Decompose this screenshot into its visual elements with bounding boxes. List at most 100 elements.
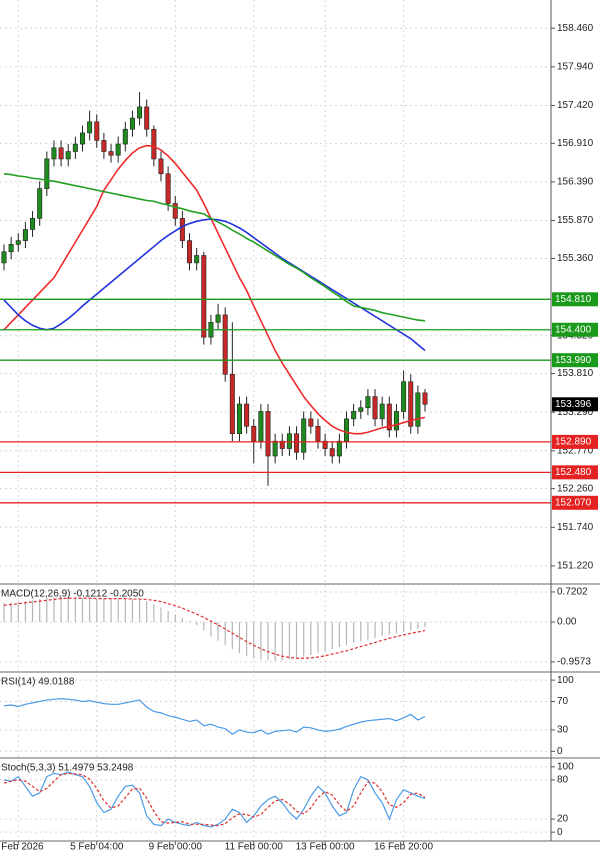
macd-bar bbox=[331, 621, 333, 650]
macd-bar bbox=[317, 621, 319, 653]
macd-bar bbox=[231, 621, 233, 650]
candle-body bbox=[336, 440, 342, 457]
level-label-box bbox=[552, 434, 598, 449]
moving-average-line bbox=[3, 144, 426, 435]
x-tick-label: 4 Feb 2026 bbox=[0, 842, 44, 853]
macd-bar bbox=[17, 601, 19, 622]
indicator-line bbox=[3, 698, 426, 735]
macd-bar bbox=[345, 621, 348, 645]
macd-bar bbox=[24, 601, 27, 622]
macd-bar bbox=[117, 598, 119, 622]
y-tick-label: 100 bbox=[557, 761, 574, 772]
level-label: 153.990 bbox=[555, 355, 592, 366]
candle-body bbox=[358, 407, 364, 412]
macd-bar bbox=[110, 598, 112, 622]
macd-bar bbox=[295, 621, 298, 659]
x-tick-label: 9 Feb 00:00 bbox=[149, 842, 203, 853]
candle-body bbox=[72, 143, 78, 152]
candle-body bbox=[65, 151, 71, 160]
candle-body bbox=[279, 440, 285, 449]
macd-bar bbox=[381, 621, 383, 637]
candle-body bbox=[51, 147, 57, 160]
candle-body bbox=[94, 121, 100, 141]
macd-bar bbox=[39, 599, 41, 622]
level-label-box bbox=[552, 495, 598, 510]
macd-bar bbox=[153, 604, 155, 622]
candle-body bbox=[236, 403, 242, 435]
level-label: 154.400 bbox=[555, 324, 592, 335]
x-tick-label: 16 Feb 20:00 bbox=[374, 842, 433, 853]
y-tick-label: 156.910 bbox=[557, 138, 594, 149]
macd-bar bbox=[160, 607, 162, 622]
candle-body bbox=[187, 240, 193, 264]
candle-body bbox=[179, 218, 185, 241]
macd-bar bbox=[367, 621, 369, 640]
macd-bar bbox=[60, 596, 62, 622]
macd-bar bbox=[395, 621, 398, 634]
macd-bar bbox=[174, 614, 176, 622]
macd-bar bbox=[96, 599, 98, 622]
candle-body bbox=[365, 396, 371, 409]
candle-body bbox=[258, 411, 264, 442]
macd-bar bbox=[267, 621, 269, 661]
macd-bar bbox=[238, 621, 241, 654]
moving-average-line bbox=[3, 172, 426, 322]
macd-bar bbox=[217, 621, 219, 641]
candle-body bbox=[401, 381, 407, 412]
candle-body bbox=[408, 381, 414, 427]
candle-body bbox=[1, 251, 7, 264]
level-label-box bbox=[552, 465, 598, 480]
candle-body bbox=[87, 121, 93, 134]
candle-body bbox=[272, 440, 278, 457]
macd-bar bbox=[196, 621, 198, 626]
macd-bar bbox=[360, 621, 362, 642]
y-tick-label: 156.390 bbox=[557, 177, 594, 188]
macd-bar bbox=[46, 597, 48, 622]
macd-bar bbox=[181, 617, 183, 622]
x-tick-label: 13 Feb 00:00 bbox=[296, 842, 355, 853]
candle-body bbox=[415, 392, 421, 427]
candle-body bbox=[265, 411, 271, 457]
candle-body bbox=[251, 425, 257, 442]
macd-bar bbox=[260, 621, 262, 660]
y-tick-label: 152.770 bbox=[557, 445, 594, 456]
candle-body bbox=[294, 433, 300, 453]
macd-bar bbox=[374, 621, 376, 638]
candle-body bbox=[322, 440, 328, 449]
macd-bar bbox=[3, 603, 5, 622]
candle-body bbox=[372, 396, 378, 420]
level-label-box bbox=[552, 353, 598, 368]
candle-body bbox=[158, 158, 164, 175]
macd-bar bbox=[246, 621, 248, 657]
candle-body bbox=[194, 255, 200, 264]
macd-bar bbox=[281, 621, 283, 661]
macd-bar bbox=[67, 597, 69, 622]
y-tick-label: 158.460 bbox=[557, 23, 594, 34]
macd-bar bbox=[203, 621, 205, 631]
x-tick-label: 5 Feb 04:00 bbox=[70, 842, 124, 853]
candle-body bbox=[286, 433, 292, 449]
panel-title: RSI(14) 49.0188 bbox=[1, 677, 75, 688]
level-label-box bbox=[552, 292, 598, 307]
y-tick-label: 157.940 bbox=[557, 61, 594, 72]
y-tick-label: 0.7202 bbox=[557, 587, 588, 598]
macd-bar bbox=[74, 598, 76, 622]
panel-title: Stoch(5,3,3) 51.4979 53.2498 bbox=[1, 763, 134, 774]
macd-bar bbox=[167, 610, 169, 622]
macd-bar bbox=[146, 601, 148, 622]
candle-body bbox=[344, 418, 350, 442]
macd-bar bbox=[138, 599, 141, 622]
y-tick-label: 157.420 bbox=[557, 100, 594, 111]
level-label: 154.810 bbox=[555, 294, 592, 305]
macd-bar bbox=[131, 599, 134, 622]
last-price-label: 153.396 bbox=[555, 399, 592, 410]
y-tick-label: 80 bbox=[557, 775, 569, 786]
y-tick-label: 155.870 bbox=[557, 215, 594, 226]
macd-bar bbox=[402, 621, 405, 632]
macd-bar bbox=[274, 621, 276, 661]
candle-body bbox=[301, 418, 307, 453]
candle-body bbox=[115, 143, 121, 156]
